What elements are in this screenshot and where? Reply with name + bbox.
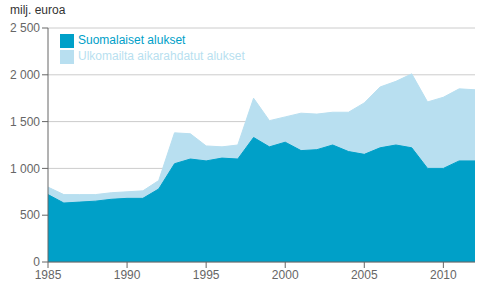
html-text:Ulkomailta aikarahdatut alukse: Ulkomailta aikarahdatut alukset xyxy=(78,49,245,63)
svg-text:1985: 1985 xyxy=(35,268,62,282)
svg-text:1990: 1990 xyxy=(114,268,141,282)
svg-text:500: 500 xyxy=(20,208,40,222)
svg-text:2000: 2000 xyxy=(272,268,299,282)
svg-text:1 500: 1 500 xyxy=(10,115,40,129)
svg-text:2005: 2005 xyxy=(351,268,378,282)
svg-text:1995: 1995 xyxy=(193,268,220,282)
html-text:milj. euroa: milj. euroa xyxy=(10,3,66,17)
svg-text:0: 0 xyxy=(33,255,40,269)
html-text:Suomalaiset alukset: Suomalaiset alukset xyxy=(78,33,186,47)
svg-text:2010: 2010 xyxy=(430,268,457,282)
svg-text:1 000: 1 000 xyxy=(10,162,40,176)
svg-text:2 500: 2 500 xyxy=(10,21,40,35)
svg-text:2 000: 2 000 xyxy=(10,68,40,82)
